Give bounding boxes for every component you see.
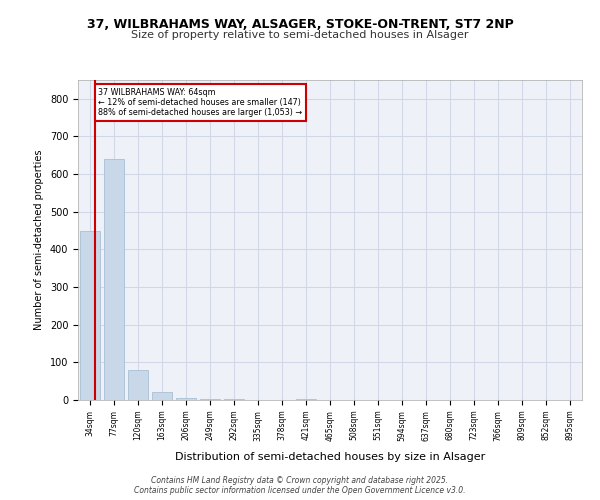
Y-axis label: Number of semi-detached properties: Number of semi-detached properties	[34, 150, 44, 330]
Bar	[176, 398, 196, 400]
Text: 37, WILBRAHAMS WAY, ALSAGER, STOKE-ON-TRENT, ST7 2NP: 37, WILBRAHAMS WAY, ALSAGER, STOKE-ON-TR…	[86, 18, 514, 30]
Bar	[104, 159, 124, 400]
Text: Size of property relative to semi-detached houses in Alsager: Size of property relative to semi-detach…	[131, 30, 469, 40]
X-axis label: Distribution of semi-detached houses by size in Alsager: Distribution of semi-detached houses by …	[175, 452, 485, 462]
Text: Contains HM Land Registry data © Crown copyright and database right 2025.
Contai: Contains HM Land Registry data © Crown c…	[134, 476, 466, 495]
Bar	[224, 399, 244, 400]
Bar	[80, 230, 100, 400]
Text: 37 WILBRAHAMS WAY: 64sqm
← 12% of semi-detached houses are smaller (147)
88% of : 37 WILBRAHAMS WAY: 64sqm ← 12% of semi-d…	[98, 88, 302, 118]
Bar	[200, 399, 220, 400]
Bar	[152, 392, 172, 400]
Bar	[128, 370, 148, 400]
Bar	[296, 399, 316, 400]
